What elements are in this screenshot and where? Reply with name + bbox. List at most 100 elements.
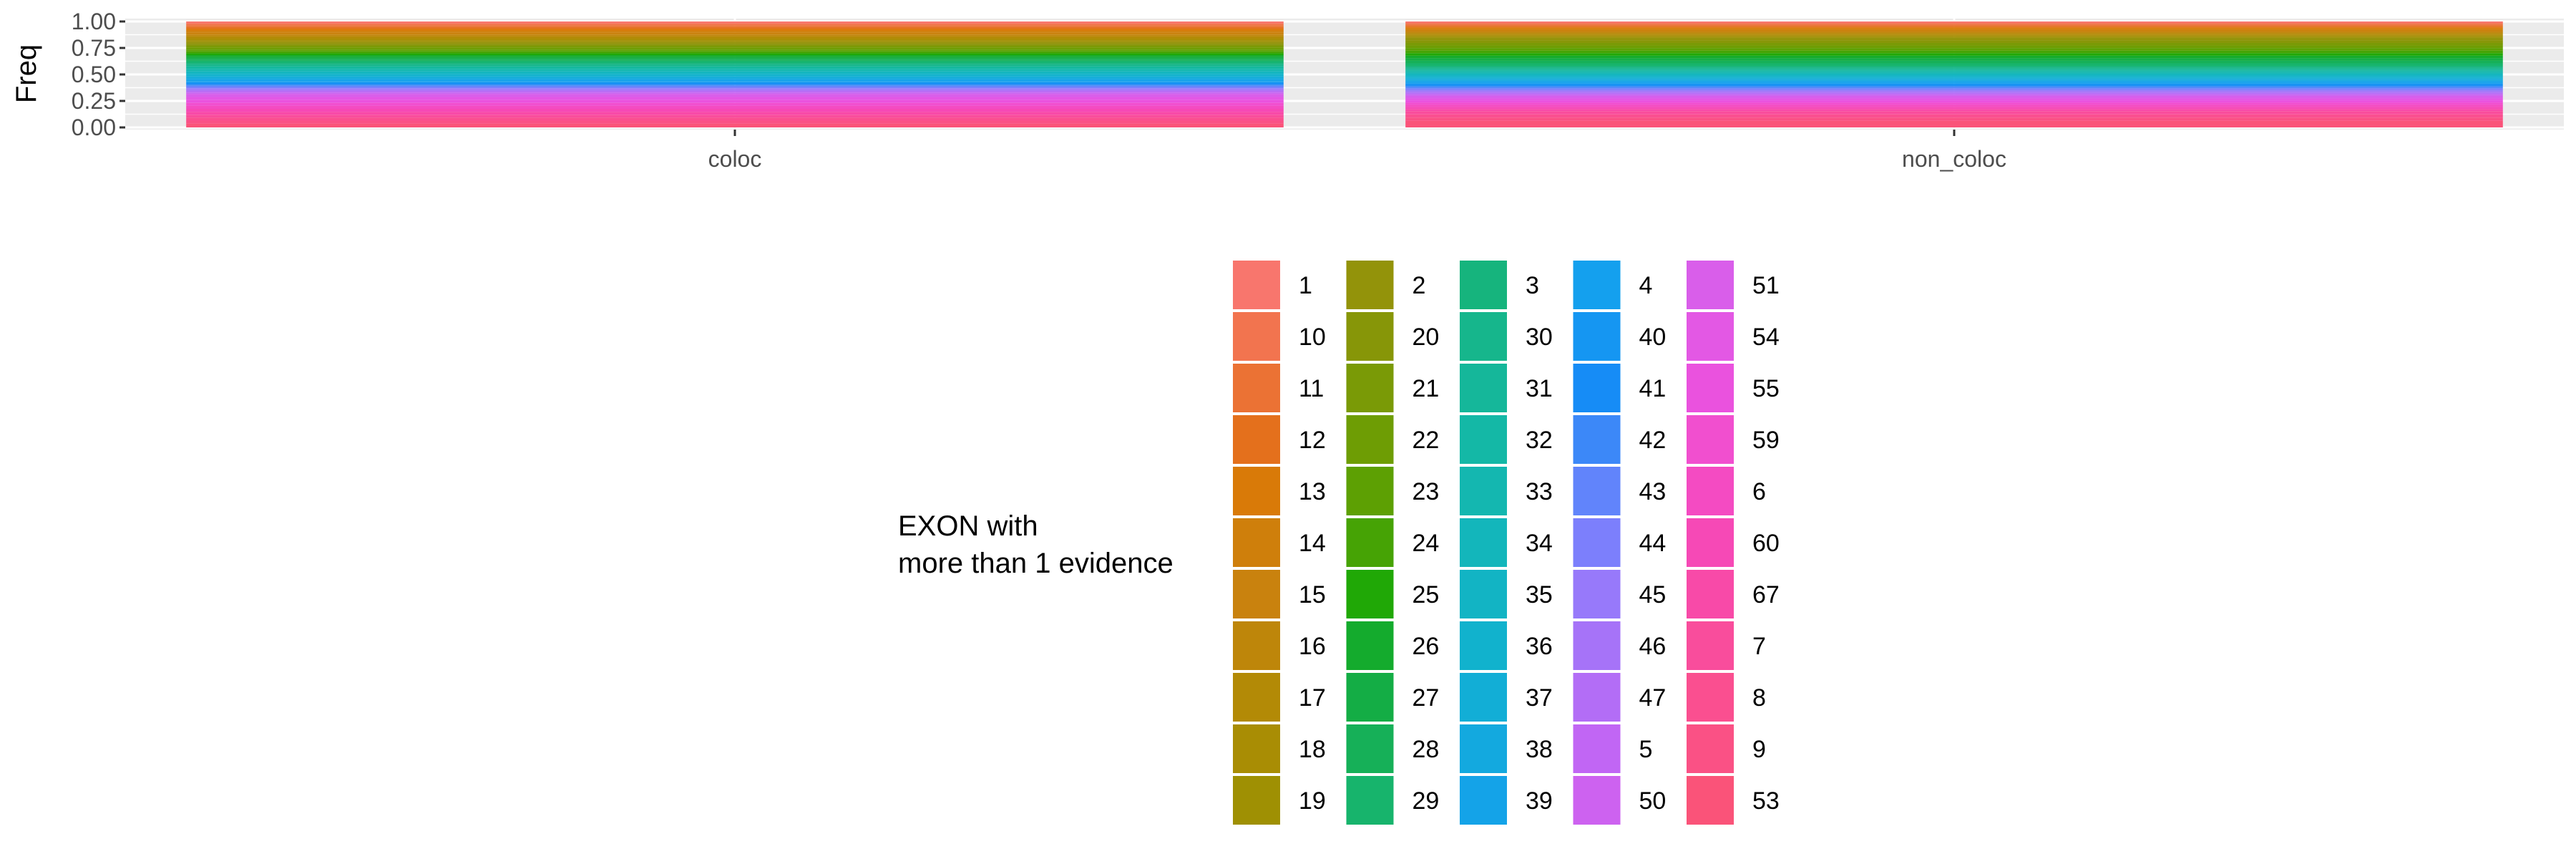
bar-segment	[186, 40, 1284, 42]
bar-segment	[186, 36, 1284, 39]
bar-segment	[186, 88, 1284, 89]
bar-segment	[1405, 83, 2503, 85]
bar-segment	[186, 79, 1284, 82]
bar-segment	[1405, 107, 2503, 110]
bar-segment	[186, 92, 1284, 93]
legend-label: 43	[1639, 478, 1667, 505]
bar-segment	[186, 57, 1284, 59]
legend-key	[1346, 724, 1394, 773]
bar-segment	[1405, 45, 2503, 49]
legend-label: 17	[1299, 684, 1326, 712]
legend-key	[1233, 364, 1280, 412]
bar-segment	[186, 51, 1284, 54]
bar-segment	[186, 53, 1284, 56]
legend-label: 23	[1413, 478, 1440, 505]
bar-segment	[1405, 69, 2503, 71]
legend-key	[1687, 621, 1734, 670]
bar-segment	[186, 76, 1284, 78]
legend-key	[1346, 261, 1394, 309]
bar-segment	[186, 49, 1284, 52]
legend-label: 44	[1639, 530, 1667, 557]
legend-title-line-1: EXON with	[898, 510, 1038, 542]
legend-key	[1346, 312, 1394, 361]
bar-segment	[186, 67, 1284, 69]
legend-key	[1460, 621, 1507, 670]
bar-segment	[1405, 36, 2503, 38]
legend-label: 15	[1299, 581, 1326, 608]
legend-key	[1460, 673, 1507, 722]
legend-key	[1346, 673, 1394, 722]
bar-segment	[1405, 29, 2503, 31]
bar-segment	[1405, 23, 2503, 25]
legend-label: 6	[1752, 478, 1766, 505]
legend-label: 11	[1299, 375, 1324, 402]
legend-label: 2	[1413, 272, 1426, 299]
bar-segment	[1405, 77, 2503, 79]
bar-segment	[1405, 63, 2503, 67]
legend-key	[1460, 570, 1507, 618]
legend-key	[1346, 518, 1394, 567]
legend-label: 32	[1526, 427, 1553, 454]
bar-segment	[186, 84, 1284, 86]
legend-key	[1233, 621, 1280, 670]
bar-segment	[1405, 50, 2503, 54]
bar-segment	[1405, 111, 2503, 115]
bar-segment	[186, 89, 1284, 91]
bar-segment	[1405, 100, 2503, 103]
legend-label: 60	[1752, 530, 1780, 557]
legend-label: 12	[1299, 427, 1326, 454]
bar-segment	[186, 92, 1284, 94]
legend-label: 55	[1752, 375, 1780, 402]
bar-segment	[1405, 105, 2503, 107]
bar-segment	[186, 105, 1284, 110]
bar-segment	[1405, 88, 2503, 90]
legend-key	[1573, 415, 1621, 464]
bar-segment	[1405, 58, 2503, 61]
bar-segment	[1405, 48, 2503, 51]
bar-segment	[186, 71, 1284, 73]
bar-segment	[186, 38, 1284, 41]
legend-label: 21	[1413, 375, 1440, 402]
legend-key	[1233, 312, 1280, 361]
legend-label: 16	[1299, 633, 1326, 660]
bar-segment	[1405, 73, 2503, 75]
legend-key	[1233, 518, 1280, 567]
bar-segment	[1405, 92, 2503, 94]
legend-key	[1460, 261, 1507, 309]
legend-key	[1687, 415, 1734, 464]
legend-key	[1460, 776, 1507, 825]
legend-key	[1573, 621, 1621, 670]
legend-key	[1573, 312, 1621, 361]
bar-segment	[186, 45, 1284, 48]
legend-label: 59	[1752, 427, 1780, 454]
bar-segment	[186, 87, 1284, 89]
legend-key	[1233, 724, 1280, 773]
bar-segment	[186, 115, 1284, 118]
bar-segment	[1405, 114, 2503, 118]
x-tick-label: coloc	[708, 146, 762, 172]
bar-segment	[1405, 40, 2503, 43]
legend-key	[1687, 673, 1734, 722]
legend-key	[1346, 364, 1394, 412]
bar-segment	[186, 123, 1284, 127]
legend-label: 47	[1639, 684, 1667, 712]
bar-segment	[1405, 91, 2503, 93]
legend-label: 41	[1639, 375, 1667, 402]
bar-segment	[1405, 34, 2503, 37]
bar-segment	[186, 26, 1284, 29]
legend-key	[1687, 570, 1734, 618]
bar-segment	[1405, 109, 2503, 112]
legend-key	[1346, 570, 1394, 618]
legend-key	[1460, 518, 1507, 567]
bar-segment	[1405, 93, 2503, 95]
legend-key	[1573, 673, 1621, 722]
legend-label: 45	[1639, 581, 1667, 608]
legend-label: 34	[1526, 530, 1553, 557]
legend-key	[1687, 467, 1734, 515]
bar-segment	[1405, 37, 2503, 41]
bar-segment	[186, 31, 1284, 33]
legend-label: 1	[1299, 272, 1312, 299]
y-tick-label: 0.25	[72, 88, 116, 114]
legend-label: 8	[1752, 684, 1766, 712]
legend-label: 10	[1299, 324, 1326, 351]
